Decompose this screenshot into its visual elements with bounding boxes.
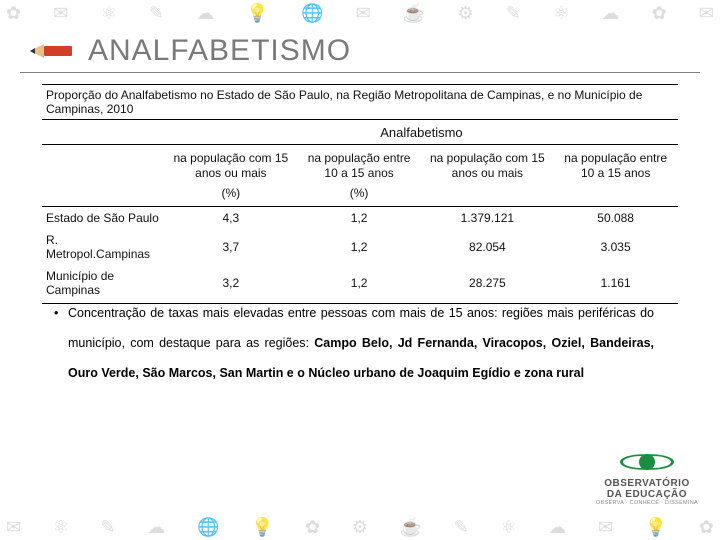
illiteracy-table: Proporção do Analfabetismo no Estado de … — [42, 84, 678, 304]
row-label-1: R. Metropol.Campinas — [42, 229, 165, 265]
decor-top: ✿✉⚛✎☁💡🌐✉☕⚙✎⚛☁✿✉ — [0, 0, 720, 26]
eye-icon — [620, 448, 674, 476]
col-header-0: na população com 15 anos ou mais — [165, 145, 297, 185]
cell-1-3: 3.035 — [553, 229, 678, 265]
cell-1-2: 82.054 — [421, 229, 553, 265]
col-unit-1: (%) — [297, 184, 422, 207]
cell-1-0: 3,7 — [165, 229, 297, 265]
logo-sub: DA EDUCAÇÃO — [596, 489, 698, 500]
col-header-2: na população com 15 anos ou mais — [421, 145, 553, 185]
cell-0-0: 4,3 — [165, 207, 297, 230]
cell-0-2: 1.379.121 — [421, 207, 553, 230]
row-label-0: Estado de São Paulo — [42, 207, 165, 230]
cell-0-3: 50.088 — [553, 207, 678, 230]
decor-bottom: ✉⚛✎☁🌐💡✿⚙☕✎⚛☁✉💡✿ — [0, 514, 720, 540]
col-unit-0: (%) — [165, 184, 297, 207]
page-title: ANALFABETISMO — [88, 34, 351, 68]
logo-brand: OBSERVATÓRIO — [596, 478, 698, 489]
cell-1-1: 1,2 — [297, 229, 422, 265]
table-caption: Proporção do Analfabetismo no Estado de … — [42, 85, 678, 120]
key-note: Concentração de taxas mais elevadas entr… — [54, 298, 654, 388]
table-super-header: Analfabetismo — [165, 120, 678, 145]
cell-0-1: 1,2 — [297, 207, 422, 230]
observatorio-logo: OBSERVATÓRIO DA EDUCAÇÃO OBSERVA · CONHE… — [596, 448, 698, 506]
note-text: Concentração de taxas mais elevadas entr… — [54, 298, 654, 388]
col-header-1: na população entre 10 a 15 anos — [297, 145, 422, 185]
logo-tag: OBSERVA · CONHECE · DISSEMINA — [596, 500, 698, 506]
col-unit-3 — [553, 184, 678, 207]
title-row: ANALFABETISMO — [0, 34, 720, 68]
col-unit-2 — [421, 184, 553, 207]
col-header-3: na população entre 10 a 15 anos — [553, 145, 678, 185]
pencil-icon — [30, 44, 76, 58]
title-underline — [20, 72, 700, 73]
